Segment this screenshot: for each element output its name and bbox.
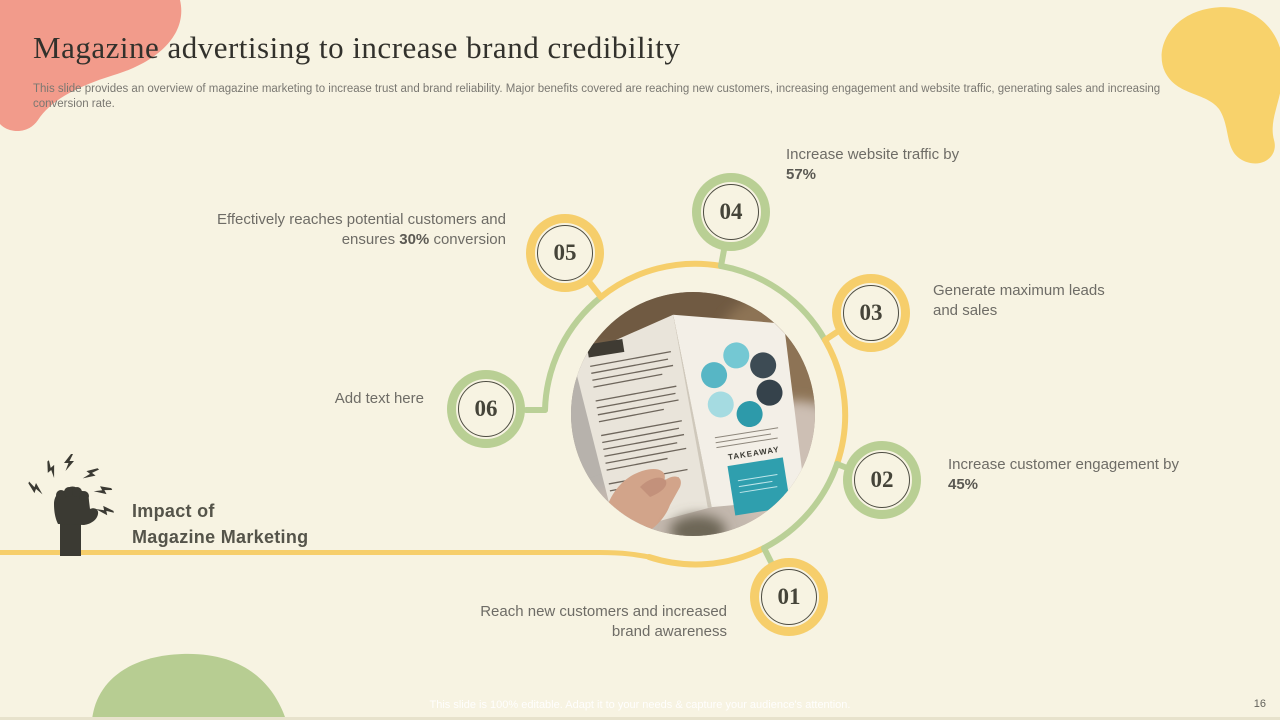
label-01-text: Reach new customers and increased brand … (480, 603, 727, 640)
step-circle-04: 04 (692, 173, 770, 251)
bottom-edge-strip (0, 717, 1280, 720)
page-number: 16 (1253, 698, 1266, 710)
cycle-diagram (701, 342, 783, 428)
step-number-06: 06 (474, 396, 498, 421)
impact-line-1: Impact of (132, 501, 215, 521)
fist-lightning-icon (26, 454, 115, 556)
green-blob (92, 653, 286, 720)
step-circle-06: 06 (447, 370, 525, 448)
label-05-bold: 30% (399, 230, 430, 248)
label-04-text: Increase website traffic by (786, 146, 960, 163)
label-06-text: Add text here (334, 390, 424, 407)
impact-line-2: Magazine Marketing (132, 527, 309, 547)
slide-description: This slide provides an overview of magaz… (33, 83, 1161, 110)
magazine-photo: TAKEAWAY (571, 292, 815, 536)
footer-note: This slide is 100% editable. Adapt it to… (429, 699, 851, 711)
step-circle-01: 01 (750, 558, 828, 636)
label-04: Increase website traffic by 57% (786, 145, 986, 184)
step-number-03: 03 (859, 300, 883, 325)
label-05-post: conversion (429, 230, 506, 248)
label-02: Increase customer engagement by 45% (948, 455, 1206, 494)
label-03-text: Generate maximum leads and sales (933, 282, 1105, 319)
label-03: Generate maximum leads and sales (933, 281, 1133, 320)
label-01: Reach new customers and increased brand … (457, 602, 727, 641)
step-circle-03: 03 (832, 274, 910, 352)
label-02-bold: 45% (948, 475, 979, 493)
page-title: Magazine advertising to increase brand c… (33, 30, 681, 65)
step-number-04: 04 (719, 199, 743, 224)
label-05: Effectively reaches potential customers … (186, 210, 506, 249)
step-circle-05: 05 (526, 214, 604, 292)
yellow-blob (1161, 7, 1280, 164)
label-06: Add text here (274, 389, 424, 409)
step-circle-02: 02 (843, 441, 921, 519)
label-05-text: Effectively reaches potential customers … (216, 211, 506, 248)
step-number-05: 05 (553, 240, 577, 265)
label-02-text: Increase customer engagement by (948, 456, 1179, 473)
label-04-bold: 57% (786, 165, 817, 183)
step-number-01: 01 (777, 584, 801, 609)
pink-blob (0, 0, 182, 132)
impact-heading: Impact of Magazine Marketing (132, 498, 308, 550)
step-number-02: 02 (870, 467, 894, 492)
